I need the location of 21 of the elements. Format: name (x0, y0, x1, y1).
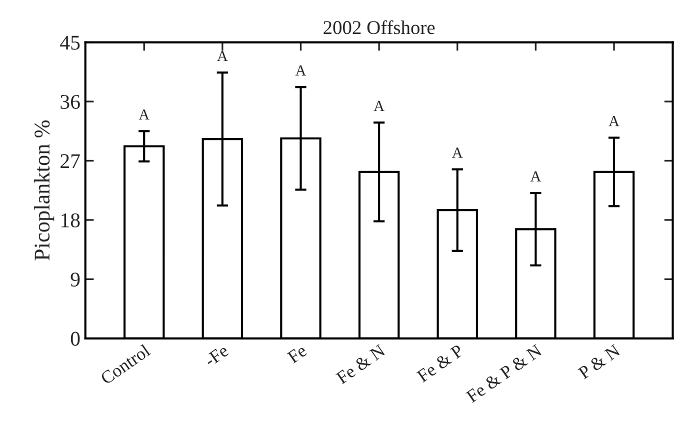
y-tick-label: 18 (62, 213, 80, 228)
y-tick-label: 9 (70, 272, 80, 287)
annotation: A (530, 171, 542, 182)
annotation: A (452, 148, 463, 158)
x-tick-label: Fe & P & N (465, 344, 543, 404)
annotation: A (608, 116, 620, 126)
x-tick-label: P & N (577, 344, 621, 380)
x-tick-label: Fe & N (335, 344, 386, 384)
y-tick-label: 27 (60, 154, 80, 168)
y-tick-label: 45 (60, 36, 80, 50)
y-axis-title: Picoplankton % (34, 120, 54, 260)
x-tick-label: Fe (286, 344, 308, 364)
y-tick-label: 0 (70, 332, 80, 346)
x-tick-label: Fe & P (416, 344, 464, 383)
annotation: A (295, 65, 306, 76)
y-tick-label: 36 (60, 94, 80, 109)
chart-title: 2002 Offshore (324, 20, 435, 34)
annotation: A (374, 100, 384, 111)
annotation: A (138, 109, 150, 120)
annotation: A (217, 50, 228, 61)
x-tick-label: -Fe (204, 344, 230, 368)
